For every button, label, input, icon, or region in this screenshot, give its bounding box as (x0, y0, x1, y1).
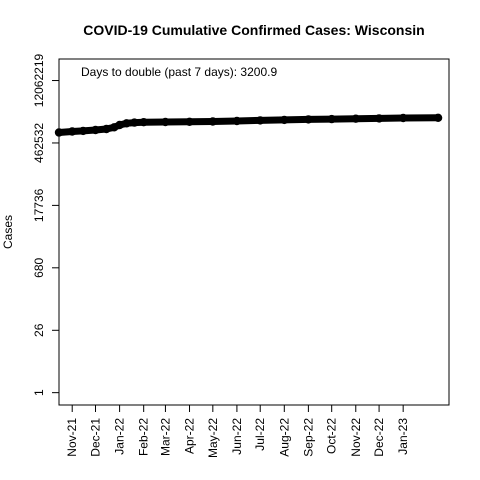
x-tick-label-12: Nov-22 (349, 418, 363, 457)
y-tick-label-2: 680 (32, 257, 46, 277)
series-0-point-15 (280, 115, 289, 125)
x-tick-label-5: Apr-22 (183, 418, 197, 454)
series-0-point-20 (399, 113, 408, 123)
x-tick-label-14: Jan-23 (396, 418, 410, 455)
series-0-point-11 (185, 117, 194, 127)
y-tick-label-0: 1 (32, 389, 46, 396)
series-0-point-1 (67, 127, 77, 136)
x-tick-label-7: Jun-22 (230, 418, 244, 455)
series-0-point-3 (91, 125, 100, 135)
series-0-point-7 (122, 119, 131, 128)
y-tick-label-5: 12062219 (32, 54, 46, 108)
series-0-point-14 (256, 116, 265, 125)
series-0-line (55, 114, 442, 136)
series-0-point-2 (78, 126, 88, 136)
series-0-point-17 (327, 114, 336, 124)
series-0-point-21 (433, 113, 443, 123)
x-tick-label-11: Oct-22 (325, 418, 339, 454)
x-tick-label-8: Jul-22 (253, 418, 267, 451)
y-tick-label-1: 26 (32, 323, 46, 337)
series-0-point-5 (109, 123, 119, 132)
series-0-point-0 (54, 128, 64, 137)
x-tick-label-0: Nov-21 (65, 418, 79, 457)
doubling-annotation: Days to double (past 7 days): 3200.9 (81, 65, 277, 79)
x-tick-label-13: Dec-22 (372, 418, 386, 457)
y-tick-label-3: 17736 (32, 188, 46, 222)
series-0-point-19 (374, 114, 384, 123)
y-axis: 1 26 680 17736 462532 12062219 (32, 54, 59, 396)
series-0-point-16 (304, 115, 313, 124)
series-0-point-9 (139, 117, 148, 127)
x-tick-label-4: Mar-22 (158, 418, 172, 456)
series-layer (54, 113, 443, 137)
x-tick-label-9: Aug-22 (277, 418, 291, 457)
plot-frame (58, 58, 450, 406)
x-tick-label-3: Feb-22 (137, 418, 151, 456)
y-tick-label-4: 462532 (32, 123, 46, 163)
x-axis: Nov-21 Dec-21 Jan-22 Feb-22 Mar-22 Apr-22 May-… (65, 405, 410, 458)
x-tick-label-10: Sep-22 (301, 418, 315, 457)
series-0-point-10 (161, 117, 170, 127)
series-0-point-18 (351, 114, 360, 123)
chart-title: COVID-19 Cumulative Confirmed Cases: Wis… (83, 22, 424, 38)
series-0-point-13 (232, 116, 242, 126)
x-tick-label-6: May-22 (206, 418, 220, 458)
series-0-point-8 (130, 118, 139, 127)
x-tick-label-1: Dec-21 (89, 418, 103, 457)
series-0-point-12 (208, 117, 217, 126)
series-0-point-4 (102, 124, 111, 134)
y-axis-label: Cases (1, 215, 15, 249)
x-tick-label-2: Jan-22 (113, 418, 127, 455)
